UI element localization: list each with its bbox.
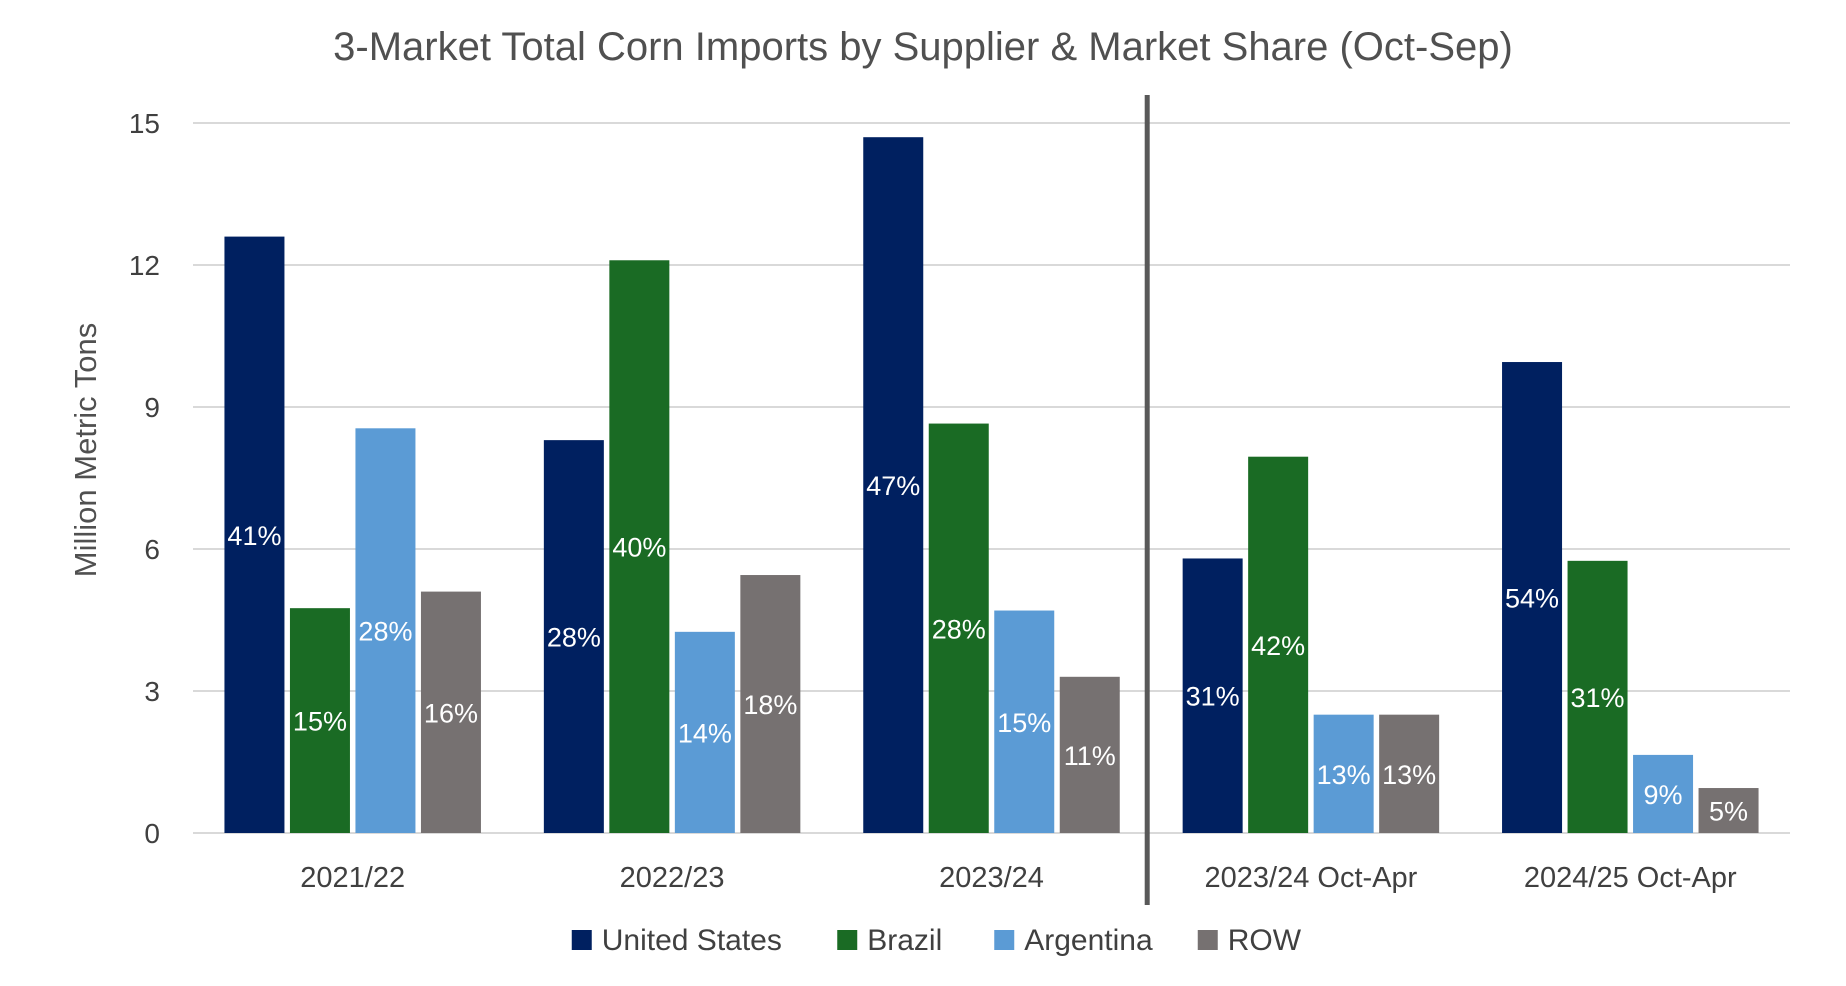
bar-brazil xyxy=(289,608,350,833)
bar-united-states xyxy=(863,137,924,833)
data-labels: 41% 15% 28% 16% 28% 40% 14% 18% 47% 28% 15% 11% 31% 4… xyxy=(227,471,1748,826)
data-label-united-states: 31% xyxy=(1186,682,1240,712)
data-label-row: 18% xyxy=(743,690,797,720)
data-label-brazil: 31% xyxy=(1571,683,1625,713)
data-label-united-states: 47% xyxy=(866,471,920,501)
data-label-united-states: 41% xyxy=(227,521,281,551)
data-label-row: 16% xyxy=(424,698,478,728)
x-category-label: 2023/24 xyxy=(939,862,1044,894)
data-label-argentina: 13% xyxy=(1317,760,1371,790)
data-label-argentina: 14% xyxy=(678,718,732,748)
data-label-brazil: 15% xyxy=(293,707,347,737)
data-label-brazil: 28% xyxy=(932,614,986,644)
y-tick-label: 15 xyxy=(129,108,160,139)
x-category-label: 2024/25 Oct-Apr xyxy=(1524,862,1737,894)
bar-brazil xyxy=(609,260,670,833)
y-axis-title: Million Metric Tons xyxy=(68,323,103,577)
bar-row xyxy=(1379,714,1440,833)
legend-label: ROW xyxy=(1228,924,1302,957)
data-label-brazil: 40% xyxy=(612,533,666,563)
legend-item-brazil: Brazil xyxy=(837,924,942,957)
data-label-united-states: 54% xyxy=(1505,584,1559,614)
y-tick-label: 12 xyxy=(129,250,160,281)
data-label-united-states: 28% xyxy=(547,623,601,653)
y-tick-label: 6 xyxy=(144,534,160,565)
x-category-label: 2021/22 xyxy=(300,862,405,894)
y-axis-ticks: 0 3 6 9 12 15 xyxy=(129,108,160,849)
x-axis-categories: 2021/22 2022/23 2023/24 2023/24 Oct-Apr 2024… xyxy=(300,862,1737,894)
bars xyxy=(224,137,1759,834)
bar-argentina xyxy=(674,631,735,833)
legend-swatch xyxy=(837,930,858,950)
legend-item-united-states: United States xyxy=(571,924,782,957)
data-label-brazil: 42% xyxy=(1251,631,1305,661)
bar-argentina xyxy=(1633,754,1694,833)
data-label-argentina: 28% xyxy=(358,617,412,647)
bar-united-states xyxy=(543,440,604,833)
legend-swatch xyxy=(571,930,592,950)
y-tick-label: 3 xyxy=(144,676,160,707)
x-category-label: 2022/23 xyxy=(620,862,725,894)
legend-label: Brazil xyxy=(867,924,942,957)
y-tick-label: 9 xyxy=(144,392,160,423)
bar-row xyxy=(740,575,801,833)
legend-item-argentina: Argentina xyxy=(994,924,1153,957)
legend: United States Brazil Argentina ROW xyxy=(571,924,1302,957)
bar-row xyxy=(1698,788,1759,833)
data-label-row: 13% xyxy=(1382,760,1436,790)
x-category-label: 2023/24 Oct-Apr xyxy=(1205,862,1418,894)
data-label-argentina: 15% xyxy=(997,708,1051,738)
data-label-row: 11% xyxy=(1064,741,1116,771)
bar-row xyxy=(1059,676,1120,833)
bar-argentina xyxy=(1313,714,1374,833)
bar-argentina xyxy=(994,610,1055,833)
legend-label: United States xyxy=(602,924,782,957)
bar-brazil xyxy=(1567,560,1628,833)
chart-title: 3-Market Total Corn Imports by Supplier … xyxy=(333,25,1513,69)
bar-united-states xyxy=(1502,362,1563,833)
bar-brazil xyxy=(1248,456,1309,833)
y-tick-label: 0 xyxy=(144,818,160,849)
data-label-argentina: 9% xyxy=(1644,780,1683,810)
bar-brazil xyxy=(928,423,989,833)
data-label-row: 5% xyxy=(1709,797,1748,827)
bar-row xyxy=(420,591,481,833)
legend-swatch xyxy=(1197,930,1218,950)
bar-argentina xyxy=(355,428,416,833)
legend-swatch xyxy=(994,930,1015,950)
bar-united-states xyxy=(224,236,285,834)
bar-united-states xyxy=(1182,558,1243,833)
legend-label: Argentina xyxy=(1024,924,1153,957)
legend-item-row: ROW xyxy=(1197,924,1302,957)
